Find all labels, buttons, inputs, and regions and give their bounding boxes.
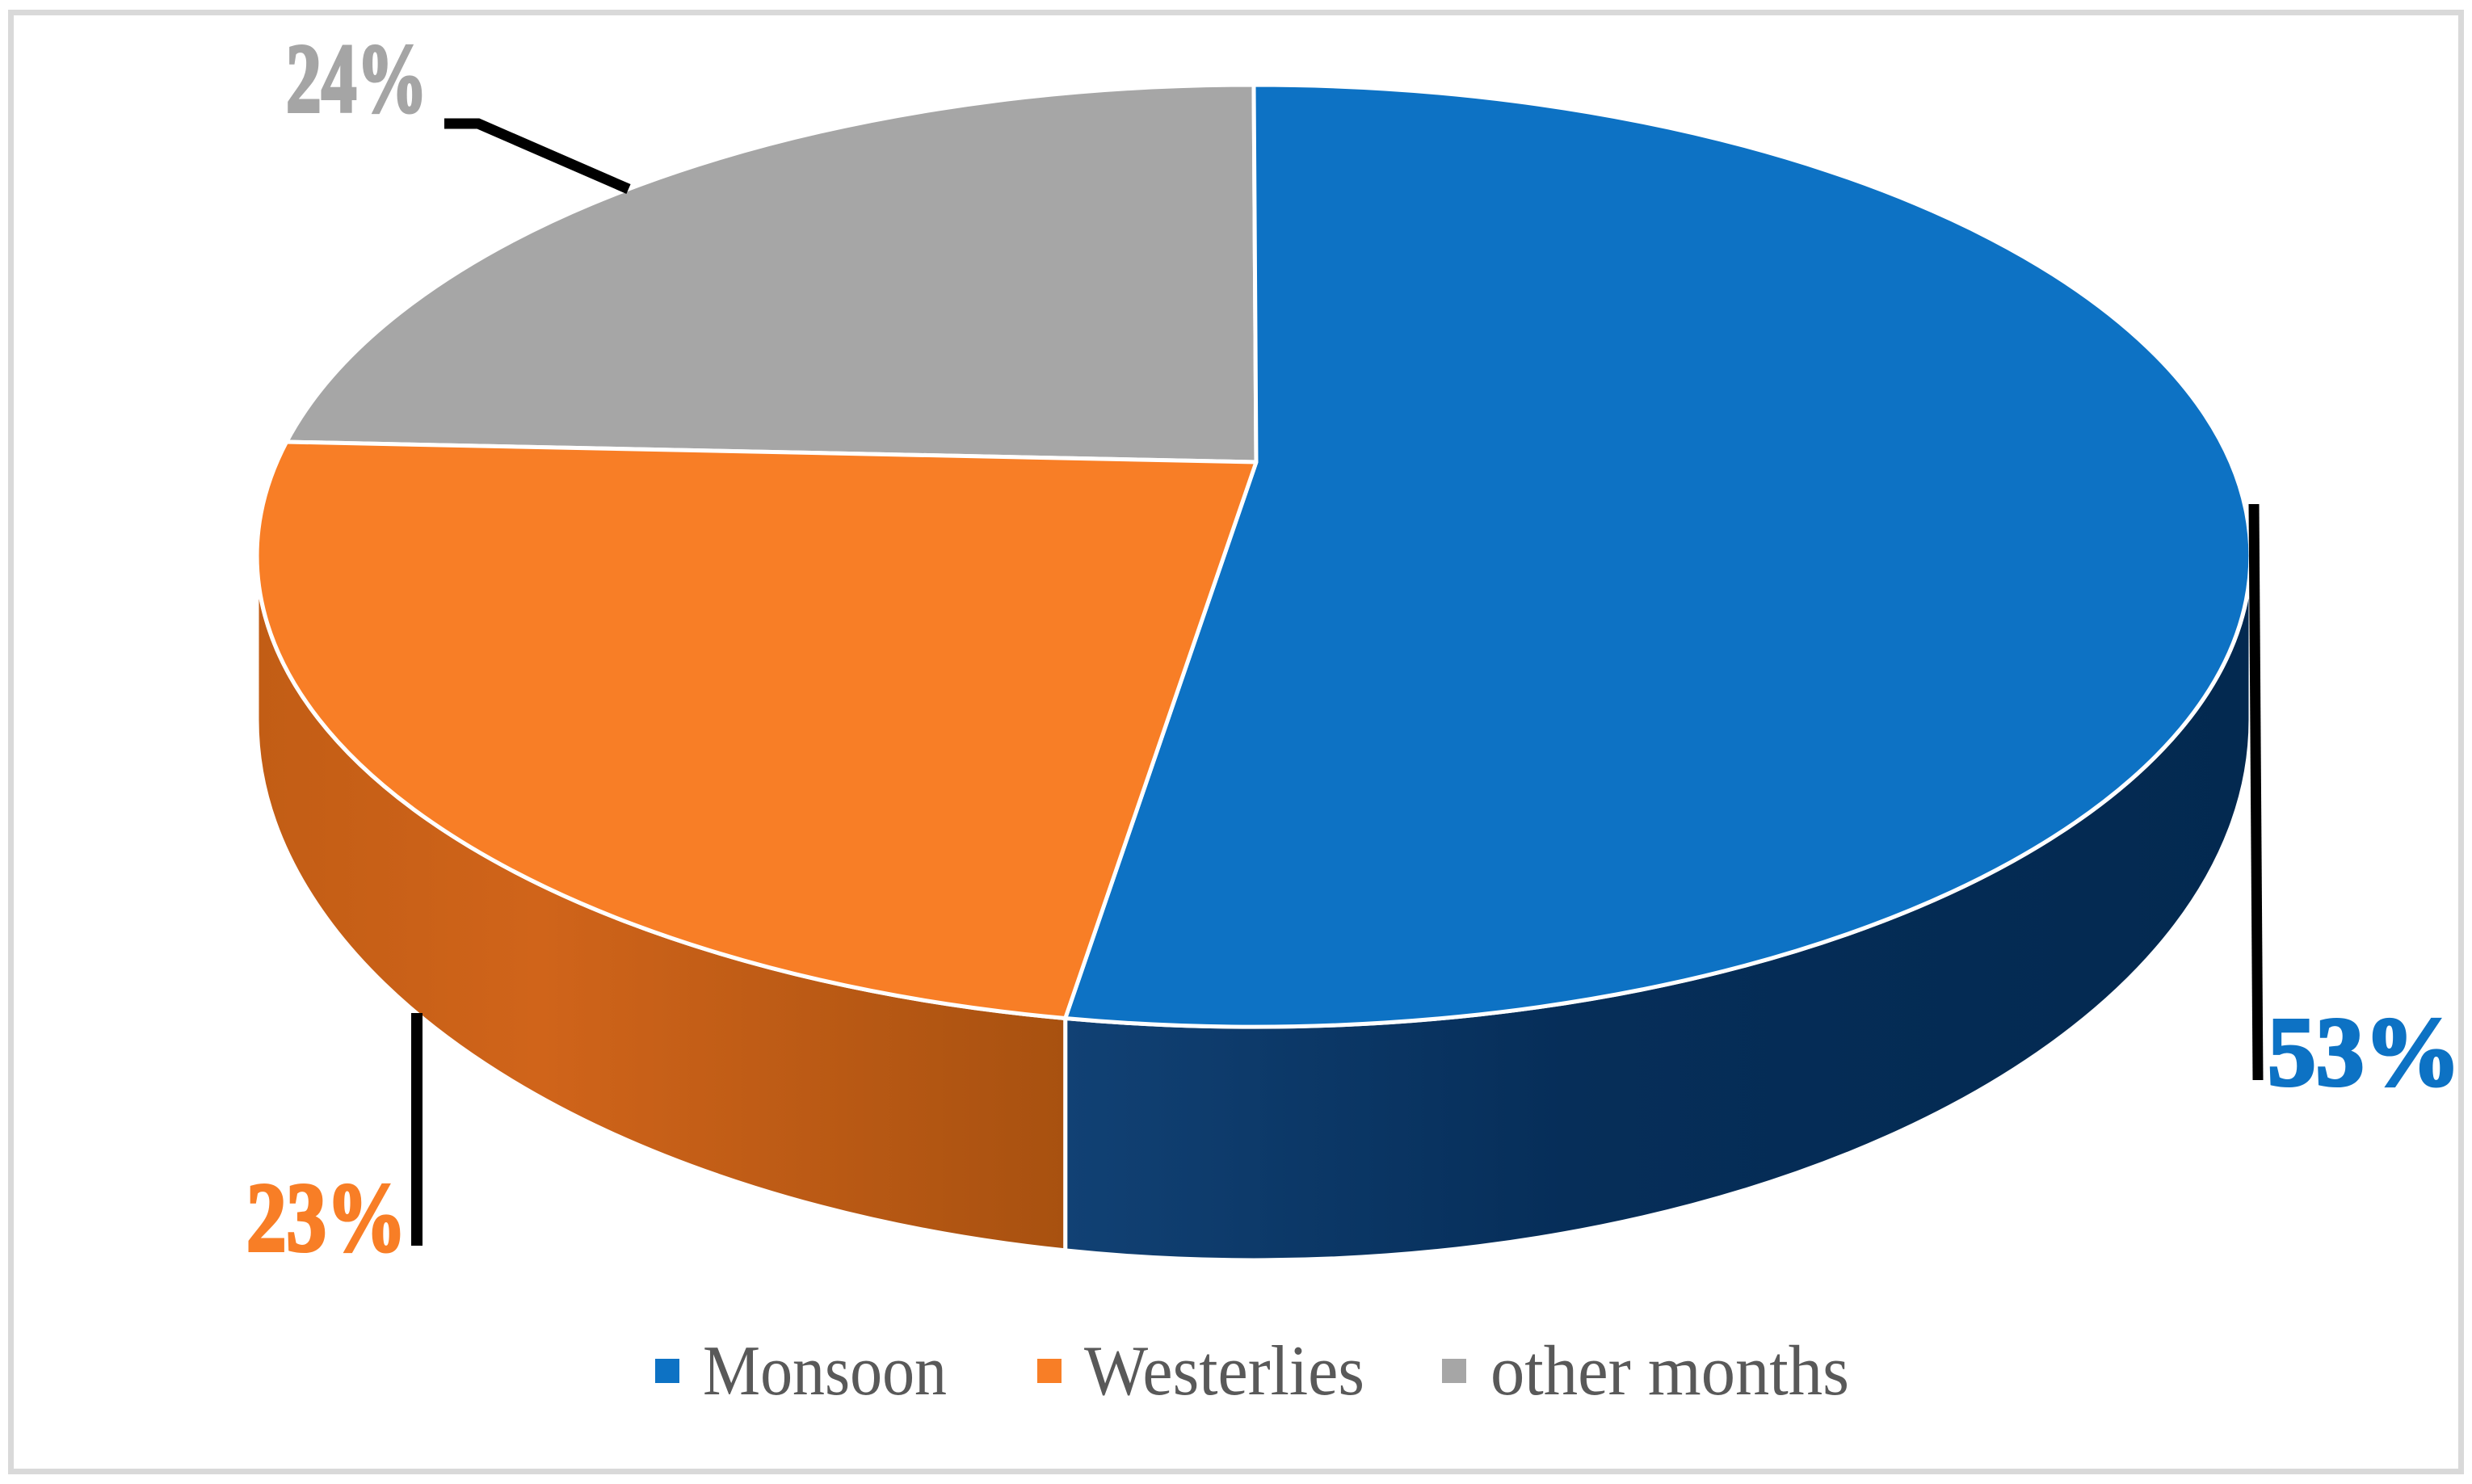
svg-text:Westerlies: Westerlies bbox=[1084, 1332, 1364, 1410]
svg-text:Monsoon: Monsoon bbox=[703, 1332, 947, 1410]
svg-text:other months: other months bbox=[1490, 1332, 1849, 1410]
svg-text:23%: 23% bbox=[246, 1163, 406, 1272]
svg-text:24%: 24% bbox=[286, 24, 427, 133]
svg-text:53%: 53% bbox=[2268, 998, 2461, 1107]
